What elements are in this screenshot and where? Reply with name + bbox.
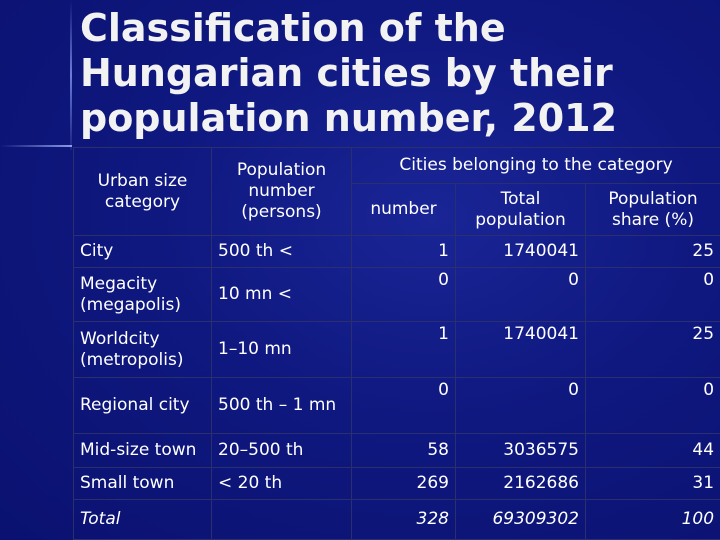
table-row: Megacity (megapolis) 10 mn < 0 0 0 xyxy=(73,267,720,322)
cell-total: 3036575 xyxy=(455,433,586,468)
slide-title: Classification of the Hungarian cities b… xyxy=(80,6,618,140)
total-row: Total 328 69309302 100 xyxy=(73,499,720,540)
cell-total: 0 xyxy=(455,377,586,434)
table-row: Mid-size town 20–500 th 58 3036575 44 xyxy=(73,433,720,468)
cell-population: 10 mn < xyxy=(211,267,352,322)
cell-share: 0 xyxy=(584,377,720,434)
cell-total: 1740041 xyxy=(455,321,586,378)
header-cities-group: Cities belonging to the category xyxy=(350,147,720,184)
header-number: number xyxy=(351,183,456,236)
header-population-number: Population number (persons) xyxy=(211,147,352,236)
header-row-2: number Total population Population share… xyxy=(74,183,720,236)
cell-total: 2162686 xyxy=(455,467,586,500)
header-total-population: Total population xyxy=(455,183,586,236)
cell-total: 69309302 xyxy=(455,499,586,540)
cell-share: 0 xyxy=(584,267,720,322)
cell-total: 0 xyxy=(455,267,586,322)
header-population-share: Population share (%) xyxy=(584,183,720,236)
cell-population: < 20 th xyxy=(211,467,352,500)
table-row: Worldcity (metropolis) 1–10 mn 1 1740041… xyxy=(73,321,720,378)
cell-category: Regional city xyxy=(73,377,212,434)
cell-number: 1 xyxy=(351,235,456,268)
table-row: Regional city 500 th – 1 mn 0 0 0 xyxy=(73,377,720,434)
header-urban-size-category: Urban size category xyxy=(73,147,212,236)
decorative-horizontal-line xyxy=(0,145,72,147)
cell-number: 1 xyxy=(351,321,456,378)
cell-share: 25 xyxy=(584,235,720,268)
cell-share: 31 xyxy=(584,467,720,500)
cell-share: 44 xyxy=(584,433,720,468)
cell-population xyxy=(211,499,352,540)
city-classification-table: Urban size category Population number (p… xyxy=(73,147,720,540)
cell-category: Total xyxy=(73,499,212,540)
cell-number: 328 xyxy=(351,499,456,540)
cell-population: 20–500 th xyxy=(211,433,352,468)
cell-total: 1740041 xyxy=(455,235,586,268)
cell-share: 100 xyxy=(584,499,720,540)
header-row-1: Urban size category Population number (p… xyxy=(73,147,720,236)
cell-category: City xyxy=(73,235,212,268)
table-row: Small town < 20 th 269 2162686 31 xyxy=(73,467,720,500)
table-row: City 500 th < 1 1740041 25 xyxy=(73,235,720,268)
cell-number: 0 xyxy=(351,267,456,322)
cell-share: 25 xyxy=(584,321,720,378)
cell-population: 500 th – 1 mn xyxy=(211,377,352,434)
decorative-vertical-line xyxy=(70,0,72,150)
cell-category: Megacity (megapolis) xyxy=(73,267,212,322)
cell-category: Mid-size town xyxy=(73,433,212,468)
cell-population: 500 th < xyxy=(211,235,352,268)
cell-population: 1–10 mn xyxy=(211,321,352,378)
cell-category: Small town xyxy=(73,467,212,500)
cell-number: 269 xyxy=(351,467,456,500)
cell-number: 58 xyxy=(351,433,456,468)
cell-number: 0 xyxy=(351,377,456,434)
cell-category: Worldcity (metropolis) xyxy=(73,321,212,378)
